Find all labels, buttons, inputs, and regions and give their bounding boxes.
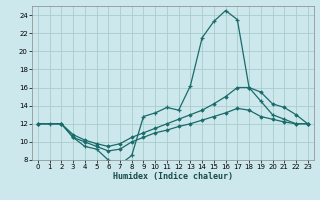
X-axis label: Humidex (Indice chaleur): Humidex (Indice chaleur) bbox=[113, 172, 233, 181]
